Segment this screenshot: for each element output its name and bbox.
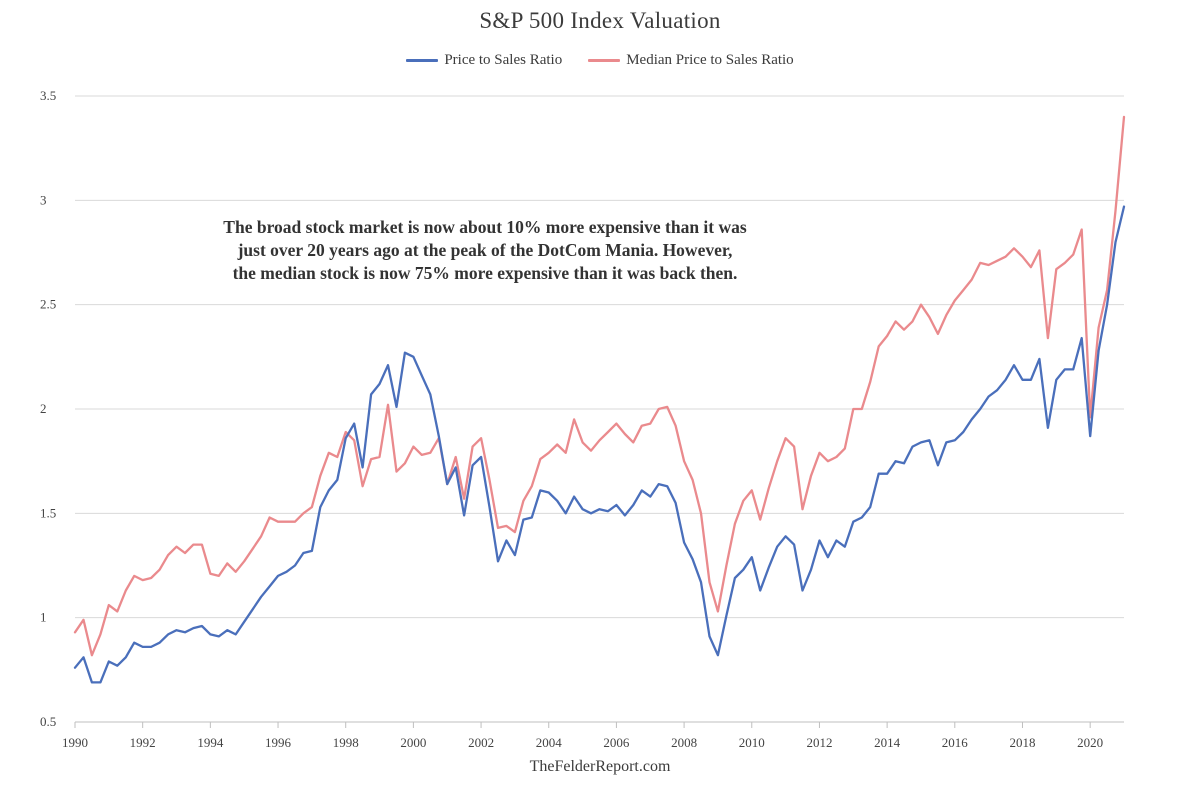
y-tick-label: 0.5 [40, 714, 56, 729]
legend-label-median-price-to-sales: Median Price to Sales Ratio [626, 52, 794, 68]
source-credit: TheFelderReport.com [529, 758, 671, 775]
annotation-line-1: The broad stock market is now about 10% … [223, 217, 747, 237]
y-tick-label: 1 [40, 610, 47, 625]
y-tick-label: 3 [40, 192, 47, 207]
x-tick-label: 2000 [400, 735, 426, 750]
x-tick-label: 2002 [468, 735, 494, 750]
y-tick-label: 3.5 [40, 88, 56, 103]
legend-swatch-median-price-to-sales [588, 59, 621, 62]
x-tick-label: 2004 [536, 735, 563, 750]
x-tick-label: 2010 [739, 735, 765, 750]
y-tick-label: 2 [40, 401, 47, 416]
series-line-median-price-to-sales [73, 115, 1126, 657]
legend-item-median-price-to-sales: Median Price to Sales Ratio [588, 52, 794, 69]
chart-title: S&P 500 Index Valuation [479, 8, 721, 33]
x-tick-label: 2006 [603, 735, 630, 750]
x-tick-label: 1996 [265, 735, 292, 750]
x-tick-label: 1998 [333, 735, 359, 750]
y-tick-label: 2.5 [40, 297, 56, 312]
x-tick-label: 1994 [197, 735, 224, 750]
chart-annotation: The broad stock market is now about 10% … [150, 216, 820, 285]
x-tick-label: 2012 [806, 735, 832, 750]
x-tick-label: 2014 [874, 735, 901, 750]
x-tick-label: 1992 [130, 735, 156, 750]
legend-swatch-price-to-sales [406, 59, 439, 62]
x-tick-label: 1990 [62, 735, 88, 750]
x-tick-label: 2016 [942, 735, 969, 750]
x-tick-label: 2020 [1077, 735, 1103, 750]
legend: Price to Sales Ratio Median Price to Sal… [0, 52, 1200, 69]
x-tick-label: 2018 [1009, 735, 1035, 750]
annotation-line-2: just over 20 years ago at the peak of th… [237, 240, 733, 260]
x-tick-label: 2008 [671, 735, 697, 750]
y-tick-label: 1.5 [40, 505, 56, 520]
legend-item-price-to-sales: Price to Sales Ratio [406, 52, 562, 69]
series-line-price-to-sales [73, 205, 1126, 684]
legend-label-price-to-sales: Price to Sales Ratio [444, 52, 563, 68]
annotation-line-3: the median stock is now 75% more expensi… [232, 263, 738, 283]
